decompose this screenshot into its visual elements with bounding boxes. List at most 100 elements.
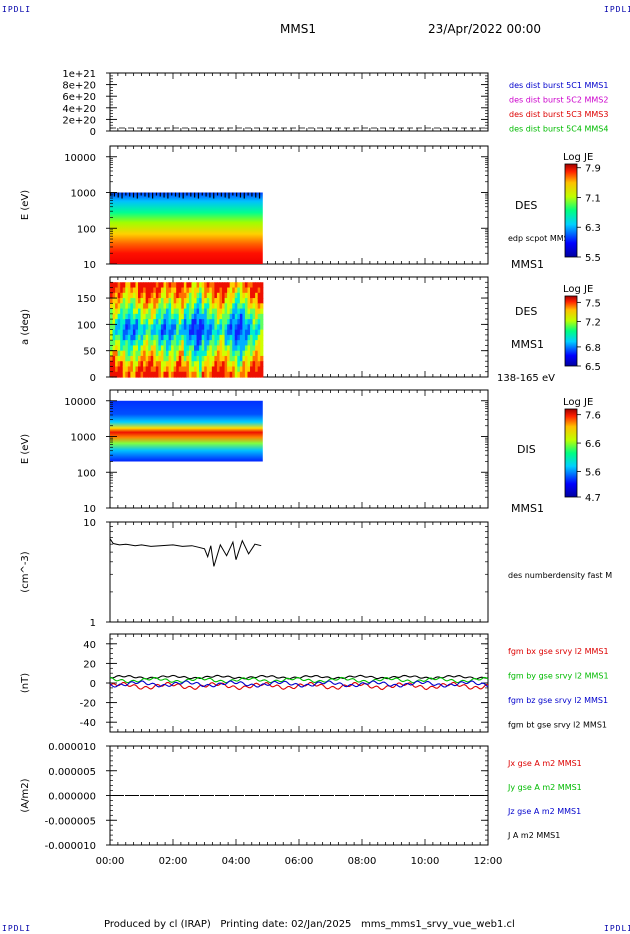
dis-energy-y-tick-label: 10 (83, 504, 96, 515)
des-pitch-spectrogram-cell (204, 324, 208, 331)
des-pitch-spectrogram-cell (224, 303, 228, 310)
des-pitch-spectrogram-cell (232, 345, 236, 352)
des-pitch-spectrogram-cell (143, 313, 147, 320)
des-pitch-spectrogram-cell (242, 371, 246, 378)
des-pitch-spectrogram-cell (250, 334, 254, 341)
x-axis-tick-label: 08:00 (348, 856, 377, 867)
des-pitch-colorbar (564, 295, 578, 367)
des-pitch-spectrogram-cell (122, 313, 126, 320)
des-pitch-spectrogram-cell (247, 298, 251, 304)
des-pitch-spectrogram-cell (140, 350, 144, 357)
des-pitch-spectrogram-cell (168, 345, 172, 352)
des-pitch-spectrogram-cell (186, 361, 190, 368)
des-pitch-spectrogram-cell (117, 313, 121, 320)
des-pitch-spectrogram-cell (232, 366, 236, 373)
des-pitch-spectrogram-cell (186, 340, 190, 347)
des-pitch-spectrogram-cell (135, 292, 139, 299)
des-pitch-spectrogram-cell (186, 303, 190, 310)
des-pitch-spectrogram-cell (122, 282, 126, 289)
des-pitch-spectrogram-cell (232, 292, 236, 299)
des-pitch-spectrogram-cell (196, 303, 200, 310)
des-pitch-spectrogram-cell (166, 282, 170, 289)
des-pitch-spectrogram-cell (171, 287, 175, 294)
fgm-series-bx (109, 681, 489, 691)
des-pitch-spectrogram-cell (199, 308, 203, 315)
des-pitch-spectrogram-cell (178, 303, 182, 310)
des-pitch-spectrogram-cell (214, 319, 218, 325)
des-pitch-spectrogram-cell (201, 324, 205, 331)
des-pitch-spectrogram-cell (191, 371, 195, 378)
fgm-y-ticks (106, 633, 488, 733)
des-pitch-spectrogram-cell (127, 313, 131, 320)
des-pitch-spectrogram-cell (160, 313, 165, 320)
des-pitch-spectrogram-cell (135, 303, 139, 310)
des-pitch-spectrogram-cell (176, 329, 180, 336)
des-pitch-spectrogram-cell (150, 324, 154, 331)
date-time-title: 23/Apr/2022 00:00 (428, 22, 542, 36)
des-pitch-spectrogram-cell (255, 292, 259, 299)
des-energy-spectrogram-stripe (132, 192, 135, 198)
des-pitch-spectrogram-cell (191, 329, 195, 336)
des-pitch-spectrogram-cell (234, 308, 238, 315)
des-pitch-spectrogram-cell (140, 366, 144, 373)
des-pitch-spectrogram-cell (183, 329, 187, 336)
des-pitch-spectrogram-cell (252, 298, 256, 304)
des-pitch-spectrogram-cell (155, 292, 159, 299)
des-pitch-spectrogram-cell (252, 361, 256, 368)
des-pitch-spectrogram-cell (204, 282, 208, 289)
des-pitch-spectrogram-cell (181, 371, 185, 378)
des-pitch-spectrogram-cell (122, 361, 126, 368)
des-pitch-spectrogram-cell (252, 287, 256, 294)
des-pitch-spectrogram-cell (227, 303, 231, 310)
des-pitch-spectrogram-cell (234, 371, 238, 378)
des-pitch-spectrogram-cell (206, 345, 210, 352)
des-pitch-spectrogram-cell (130, 313, 134, 320)
des-pitch-spectrogram-cell (148, 313, 152, 320)
des-pitch-spectrogram-cell (255, 313, 259, 320)
des-pitch-spectrogram-cell (178, 361, 182, 368)
des-pitch-spectrogram-cell (135, 319, 139, 325)
des-pitch-spectrogram-cell (176, 303, 180, 310)
density-series-label: des numberdensity fast M (508, 571, 612, 580)
des-pitch-spectrogram-cell (140, 292, 144, 299)
des-energy-spectrogram-stripe (171, 192, 173, 196)
des-pitch-spectrogram-cell (181, 303, 185, 310)
des-pitch-spectrogram-cell (237, 287, 241, 294)
footer-produced-by: Produced by cl (IRAP) (104, 919, 211, 930)
des-pitch-spectrogram-cell (242, 319, 246, 325)
des-pitch-spectrogram-cell (163, 319, 167, 325)
des-pitch-colorbar-tick-label: 7.5 (585, 298, 601, 309)
burst-y-tick-label: 6e+20 (62, 92, 96, 103)
des-pitch-spectrogram-cell (188, 282, 193, 289)
des-pitch-spectrogram-cell (178, 308, 182, 315)
des-pitch-spectrogram-cell (153, 334, 157, 341)
dis-energy-instrument-label: DIS (517, 443, 536, 456)
des-pitch-spectrogram-cell (227, 366, 231, 373)
des-pitch-spectrogram (110, 282, 264, 378)
des-pitch-spectrogram-cell (209, 292, 213, 299)
footer-printing-date: Printing date: 02/Jan/2025 (220, 919, 352, 930)
des-pitch-spectrogram-cell (229, 366, 233, 373)
des-pitch-spectrogram-cell (239, 282, 244, 289)
des-pitch-spectrogram-cell (140, 355, 144, 362)
des-pitch-spectrogram-cell (257, 334, 261, 341)
des-pitch-spectrogram-cell (155, 324, 159, 331)
des-pitch-spectrogram-cell (145, 298, 149, 304)
des-pitch-spectrogram-cell (168, 334, 172, 341)
des-pitch-spectrogram-cell (206, 313, 210, 320)
des-pitch-spectrogram-cell (168, 340, 172, 347)
des-pitch-spectrogram-cell (250, 303, 254, 310)
des-pitch-spectrogram-cell (168, 298, 172, 304)
des-pitch-spectrogram-cell (209, 329, 213, 336)
des-pitch-spectrogram-cell (186, 308, 190, 315)
des-pitch-spectrogram-cell (153, 324, 157, 331)
des-pitch-spectrogram-cell (122, 298, 126, 304)
des-pitch-spectrogram-cell (112, 292, 116, 299)
des-pitch-spectrogram-cell (110, 313, 114, 320)
des-pitch-spectrogram-cell (239, 355, 244, 362)
des-pitch-spectrogram-cell (186, 334, 190, 341)
des-pitch-spectrogram-cell (127, 319, 131, 325)
des-pitch-spectrogram-cell (130, 319, 134, 325)
des-pitch-spectrogram-cell (127, 366, 131, 373)
